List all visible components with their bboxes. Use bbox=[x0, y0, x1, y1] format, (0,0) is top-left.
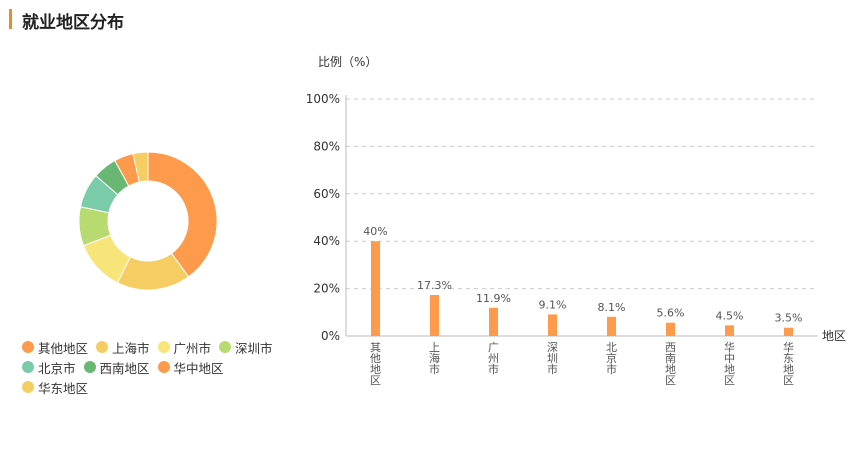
legend-item[interactable]: 华东地区 bbox=[22, 378, 88, 397]
y-tick-label: 0% bbox=[321, 329, 340, 343]
page-title: 就业地区分布 bbox=[22, 13, 124, 33]
legend-item[interactable]: 深圳市 bbox=[219, 338, 273, 357]
x-tick-label: 华中地区 bbox=[724, 340, 735, 387]
bar-value-label: 9.1% bbox=[539, 298, 567, 311]
bar bbox=[489, 307, 498, 336]
legend-swatch bbox=[83, 361, 96, 373]
bar-value-label: 17.3% bbox=[417, 279, 452, 292]
legend-item[interactable]: 广州市 bbox=[157, 338, 212, 357]
bar-value-label: 5.6% bbox=[657, 307, 685, 320]
donut-legend: 其他地区 上海市 广州市 深圳市北京市 西南地区 华中地区华东地区 bbox=[22, 337, 292, 397]
bar bbox=[430, 294, 439, 336]
legend-row: 其他地区 上海市 广州市 深圳市 bbox=[22, 337, 292, 357]
legend-swatch bbox=[22, 341, 34, 353]
y-tick-label: 40% bbox=[313, 234, 340, 248]
x-tick-label: 广州市 bbox=[488, 341, 499, 376]
x-tick-label: 西南地区 bbox=[665, 341, 676, 387]
bar bbox=[548, 314, 557, 336]
legend-item[interactable]: 西南地区 bbox=[83, 358, 150, 377]
legend-label: 上海市 bbox=[112, 340, 150, 356]
legend-row: 华东地区 bbox=[22, 377, 292, 397]
legend-swatch bbox=[96, 341, 109, 353]
bar-value-label: 11.9% bbox=[476, 292, 511, 305]
legend-swatch bbox=[219, 341, 232, 353]
y-axis-title: 比例（%） bbox=[318, 55, 377, 69]
y-tick-label: 20% bbox=[313, 282, 340, 296]
x-tick-label: 其他地区 bbox=[370, 341, 381, 387]
bar-value-label: 3.5% bbox=[775, 312, 803, 325]
legend-swatch bbox=[22, 381, 34, 393]
bar-value-label: 4.5% bbox=[716, 309, 744, 322]
x-tick-label: 华东地区 bbox=[783, 340, 794, 387]
legend-label: 广州市 bbox=[173, 340, 212, 356]
legend-item[interactable]: 北京市 bbox=[22, 358, 76, 377]
legend-label: 西南地区 bbox=[99, 360, 150, 376]
y-tick-label: 80% bbox=[313, 139, 340, 153]
legend-swatch bbox=[22, 361, 34, 373]
bar bbox=[666, 322, 675, 336]
legend-item[interactable]: 上海市 bbox=[96, 338, 150, 357]
bar bbox=[371, 241, 380, 336]
bar bbox=[725, 325, 734, 336]
donut-slice bbox=[132, 151, 149, 183]
x-tick-label: 上海市 bbox=[429, 341, 440, 376]
legend-item[interactable]: 华中地区 bbox=[157, 358, 224, 377]
donut-slice bbox=[147, 151, 218, 278]
bar-value-label: 8.1% bbox=[598, 301, 626, 314]
legend-swatch bbox=[157, 341, 170, 353]
x-tick-label: 北京市 bbox=[606, 341, 617, 376]
legend-label: 北京市 bbox=[38, 360, 76, 376]
y-tick-label: 60% bbox=[313, 187, 340, 201]
legend-label: 其他地区 bbox=[38, 340, 89, 356]
x-axis-title: 地区 bbox=[822, 329, 846, 343]
title-accent-bar bbox=[9, 9, 12, 29]
legend-label: 华中地区 bbox=[173, 360, 224, 376]
bar bbox=[784, 327, 793, 336]
legend-swatch bbox=[157, 361, 170, 373]
legend-label: 深圳市 bbox=[235, 340, 273, 356]
legend-label: 华东地区 bbox=[38, 380, 89, 396]
x-tick-label: 深圳市 bbox=[547, 341, 558, 376]
bar-value-label: 40% bbox=[363, 225, 387, 238]
legend-item[interactable]: 其他地区 bbox=[22, 338, 88, 357]
legend-row: 北京市 西南地区 华中地区 bbox=[22, 357, 292, 377]
y-tick-label: 100% bbox=[306, 92, 340, 106]
bar bbox=[607, 316, 616, 336]
